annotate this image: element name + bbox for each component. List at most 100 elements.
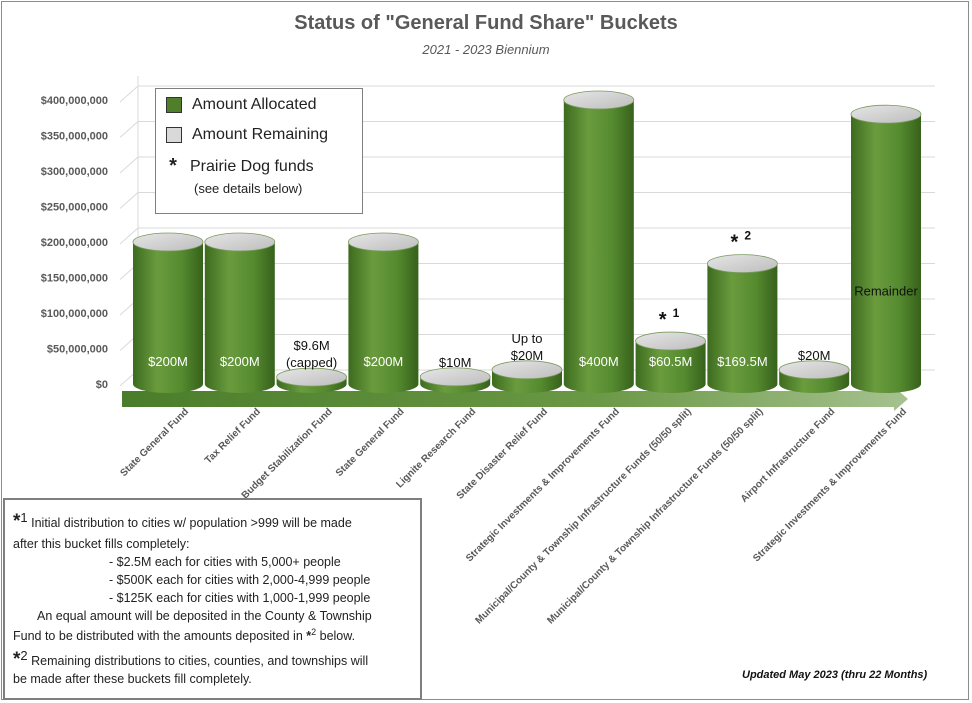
legend-item-remaining: Amount Remaining [166, 126, 328, 144]
asterisk-icon: * [169, 155, 177, 177]
footnote-2-intro: *2 Remaining distributions to cities, co… [13, 648, 368, 671]
y-tick-label: $150,000,000 [41, 273, 108, 285]
bar-body [204, 242, 275, 393]
y-tick-label: $50,000,000 [47, 344, 108, 356]
bar-value-label: $200M [148, 354, 188, 369]
footnote-1-line2: after this bucket fills completely: [13, 537, 190, 551]
bar-top [132, 232, 204, 252]
bar-top [491, 360, 563, 380]
footnote-1-item-2: - $500K each for cities with 2,000-4,999… [109, 573, 371, 587]
x-category-label: Lignite Research Fund [394, 406, 478, 490]
bar-body [348, 242, 419, 393]
bar-cylinder [491, 360, 563, 393]
bar-value-label: $200M [220, 354, 260, 369]
gridline-diagonal [119, 156, 139, 174]
bar-cylinder [276, 367, 348, 393]
bar-top [563, 90, 635, 110]
bar-top [635, 331, 706, 351]
bar-markers: * 1 * 2 [659, 229, 752, 331]
bar-cylinder [635, 331, 706, 393]
bar-value-label: $60.5M [649, 354, 692, 369]
axis-arrow [122, 387, 908, 411]
chart-subtitle: 2021 - 2023 Biennium [422, 42, 550, 57]
bar-body [133, 242, 203, 393]
gridline-diagonal [119, 85, 139, 103]
bar-marker-superscript: 1 [673, 306, 680, 320]
gridline-diagonal [119, 121, 139, 138]
y-tick-label: $100,000,000 [41, 308, 108, 320]
bar-value-label: Remainder [854, 283, 918, 298]
bar-marker: * [731, 232, 739, 254]
bar-value-label: $20M [511, 348, 544, 363]
footnote-1-intro: *1 Initial distribution to cities w/ pop… [13, 510, 352, 533]
bar-marker: * [659, 309, 667, 331]
bar-top [276, 367, 348, 387]
y-tick-label: $250,000,000 [41, 202, 108, 214]
bar-cylinder [707, 254, 778, 393]
y-tick-label: $400,000,000 [41, 95, 108, 107]
footnote-1-line7-end: below. [319, 629, 356, 644]
gridline-diagonal [119, 192, 139, 209]
bar-body [707, 263, 778, 393]
bar-top [707, 254, 778, 274]
footnote-1-line7-text: Fund to be distributed with the amounts … [13, 629, 303, 644]
bars [132, 90, 922, 393]
bar-top [778, 360, 850, 380]
bar-marker-superscript: 2 [744, 229, 751, 243]
footnote-box: *1 Initial distribution to cities w/ pop… [3, 498, 422, 700]
asterisk-icon: * [13, 511, 21, 533]
bar-cylinder [132, 232, 204, 393]
bar-value-label: $9.6M [294, 338, 330, 353]
footnote-1-line6: An equal amount will be deposited in the… [37, 609, 372, 623]
bar-labels: $200M $200M $9.6M (capped) $200M $10M Up to $20… [148, 283, 918, 370]
bar-cylinder [563, 90, 635, 393]
footnote-2-ref: 2 [311, 627, 317, 637]
legend-swatch-allocated [166, 97, 182, 113]
footnote-1-superscript: 1 [20, 510, 28, 525]
footnote-2-text: Remaining distributions to cities, count… [31, 654, 369, 669]
gridline-diagonal [119, 227, 139, 245]
bar-cylinder [419, 367, 491, 393]
footnote-1-item-3: - $125K each for cities with 1,000-1,999… [109, 591, 371, 605]
legend-label-prairie: Prairie Dog funds [190, 157, 314, 175]
bar-cylinder [778, 360, 850, 393]
asterisk-icon: * [13, 649, 21, 671]
y-tick-label: $0 [96, 379, 108, 391]
legend-sublabel-prairie: (see details below) [194, 181, 303, 196]
bar-top [347, 232, 419, 252]
bar-cylinder [347, 232, 419, 393]
legend-item-allocated: Amount Allocated [166, 96, 317, 114]
y-axis-ticks: $0 $50,000,000 $100,000,000 $150,000,000 $20… [41, 95, 108, 391]
axis-arrow-shape [122, 387, 908, 411]
bar-value-label: $20M [798, 348, 831, 363]
x-category-label: Tax Relief Fund [203, 406, 263, 466]
bar-top [204, 232, 276, 252]
footnote-2-superscript: 2 [20, 648, 28, 663]
bar-top [850, 104, 922, 124]
x-category-label: Strategic Investments & Improvements Fun… [751, 406, 909, 564]
y-tick-label: $200,000,000 [41, 237, 108, 249]
bar-value-label: $169.5M [717, 354, 768, 369]
x-category-label: State General Fund [334, 406, 407, 479]
footnote-1-text: Initial distribution to cities w/ popula… [31, 516, 352, 531]
footnote-1-line7: Fund to be distributed with the amounts … [13, 627, 355, 643]
y-tick-label: $350,000,000 [41, 131, 108, 143]
bar-body [851, 114, 921, 393]
legend-label-remaining: Amount Remaining [192, 126, 329, 143]
bar-value-label: (capped) [286, 355, 337, 370]
asterisk-icon: * [306, 629, 312, 644]
legend-label-allocated: Amount Allocated [192, 96, 317, 113]
chart-title: Status of "General Fund Share" Buckets [294, 12, 678, 34]
updated-note: Updated May 2023 (thru 22 Months) [742, 669, 928, 681]
legend: Amount Allocated Amount Remaining * Prai… [155, 88, 363, 214]
x-category-label: Strategic Investments & Improvements Fun… [464, 406, 622, 564]
bar-value-label: $200M [364, 354, 404, 369]
bar-value-label: $10M [439, 355, 472, 370]
footnote-2-line2: be made after these buckets fill complet… [13, 672, 252, 686]
bar-value-label: $400M [579, 354, 619, 369]
x-category-label: State General Fund [119, 406, 192, 479]
bar-cylinder [204, 232, 276, 393]
bar-top [419, 367, 491, 387]
bar-cylinder [850, 104, 922, 393]
legend-item-prairie: * Prairie Dog funds [166, 155, 314, 178]
